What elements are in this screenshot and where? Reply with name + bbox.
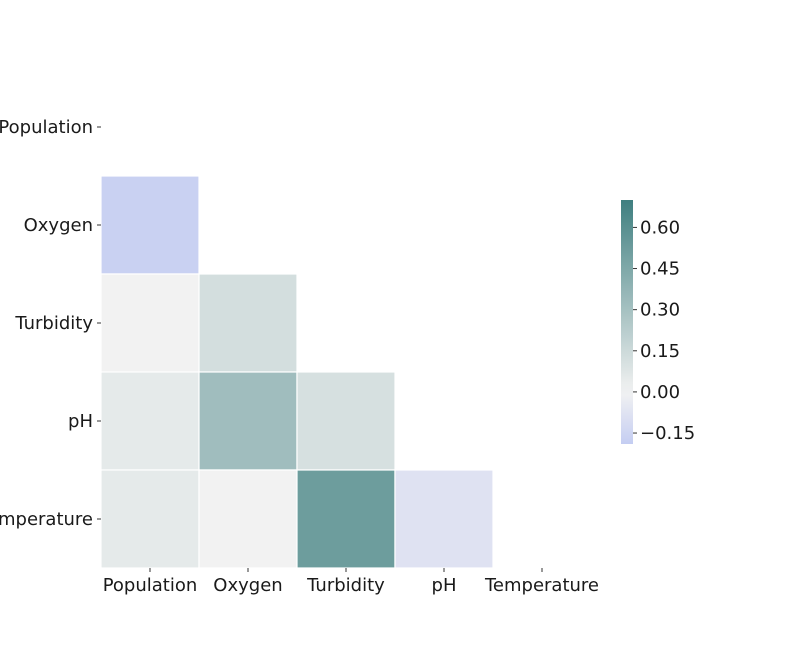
heatmap-cell — [100, 175, 200, 275]
x-tick-label: Turbidity — [306, 575, 385, 596]
y-tick-label: pH — [68, 411, 93, 432]
x-tick-label: Oxygen — [213, 575, 282, 596]
heatmap-cell — [296, 371, 396, 471]
heatmap-cell — [100, 371, 200, 471]
colorbar-tick-label: 0.45 — [640, 259, 680, 280]
colorbar-tick-label: 0.30 — [640, 300, 680, 321]
colorbar-gradient — [621, 200, 633, 444]
x-tick-label: Population — [103, 575, 198, 596]
heatmap-cell — [100, 273, 200, 373]
colorbar-tick-label: 0.00 — [640, 382, 680, 403]
x-tick-label: pH — [432, 575, 457, 596]
heatmap-cell — [296, 469, 396, 569]
x-axis: Population Oxygen Turbidity pH Temperature — [103, 568, 599, 596]
y-tick-label: Population — [0, 117, 93, 138]
heatmap-cell — [198, 273, 298, 373]
colorbar-tick-label: 0.15 — [640, 341, 680, 362]
heatmap-cells — [100, 175, 494, 569]
y-tick-label: Oxygen — [24, 215, 93, 236]
y-tick-label: Turbidity — [14, 313, 93, 334]
heatmap-cell — [198, 371, 298, 471]
colorbar-tick-label: 0.60 — [640, 217, 680, 238]
x-tick-label: Temperature — [484, 575, 599, 596]
y-axis: Population Oxygen Turbidity pH Temperature — [0, 117, 101, 530]
heatmap-cell — [198, 469, 298, 569]
heatmap-cell — [100, 469, 200, 569]
heatmap-cell — [394, 469, 494, 569]
colorbar-tick-label: −0.15 — [640, 423, 695, 444]
y-tick-label: Temperature — [0, 509, 93, 530]
colorbar: −0.15 0.00 0.15 0.30 0.45 0.60 — [621, 200, 695, 444]
